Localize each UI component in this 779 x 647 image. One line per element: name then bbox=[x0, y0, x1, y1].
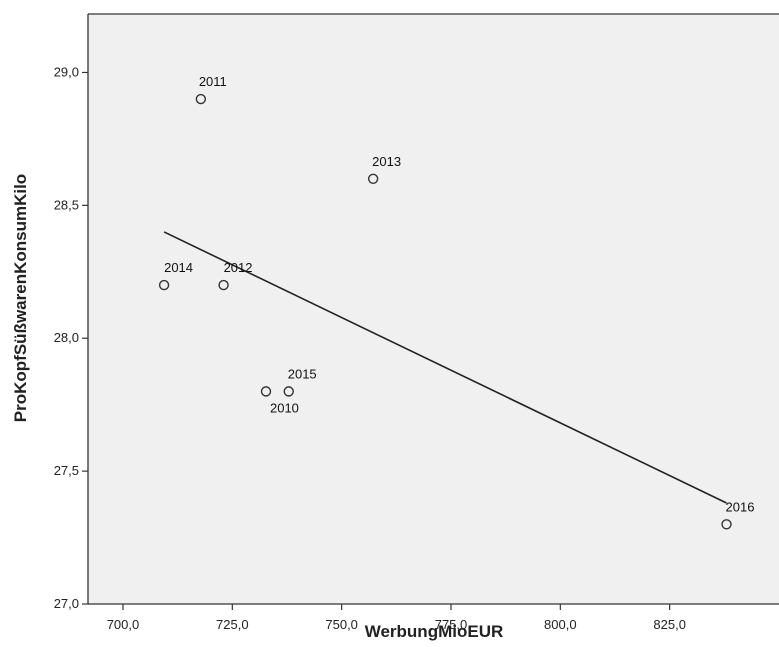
data-point-label: 2016 bbox=[726, 499, 755, 514]
points-layer: 2010 2011 2012 2013 2014 2015 2016 bbox=[158, 74, 755, 530]
x-tick-label: 825,0 bbox=[653, 617, 686, 632]
data-point bbox=[283, 386, 294, 397]
x-tick-label: 700,0 bbox=[107, 617, 140, 632]
data-point-label: 2014 bbox=[164, 260, 193, 275]
y-tick-label: 28,5 bbox=[54, 197, 79, 212]
axis-titles-layer: WerbungMioEUR ProKopfSüßwarenKonsumKilo bbox=[11, 174, 503, 641]
data-point-label: 2010 bbox=[270, 400, 299, 415]
data-point-label: 2012 bbox=[224, 260, 253, 275]
data-point bbox=[367, 173, 379, 184]
y-tick-label: 27,0 bbox=[54, 596, 79, 611]
plot-area bbox=[88, 14, 779, 604]
y-tick-label: 29,0 bbox=[54, 64, 79, 79]
y-axis-title: ProKopfSüßwarenKonsumKilo bbox=[11, 174, 30, 422]
y-tick-label: 27,5 bbox=[54, 463, 79, 478]
x-tick-label: 725,0 bbox=[216, 617, 249, 632]
y-tick-label: 28,0 bbox=[54, 330, 79, 345]
data-point bbox=[721, 519, 732, 530]
data-point-label: 2013 bbox=[372, 154, 401, 169]
fit-line bbox=[163, 231, 727, 504]
data-point-label: 2011 bbox=[199, 74, 227, 89]
data-point bbox=[158, 279, 170, 291]
axes-layer: 700,0 725,0 750,0 775,0 800,0 825,0 27,0 27,5 28… bbox=[54, 13, 779, 632]
x-tick-label: 775,0 bbox=[435, 617, 468, 632]
x-tick-label: 800,0 bbox=[544, 617, 577, 632]
data-point bbox=[260, 386, 272, 397]
fit-line-layer bbox=[163, 231, 727, 504]
data-point-label: 2015 bbox=[288, 366, 317, 381]
x-axis-title: WerbungMioEUR bbox=[365, 622, 504, 641]
data-point bbox=[195, 93, 207, 105]
x-tick-label: 750,0 bbox=[325, 617, 358, 632]
data-point bbox=[218, 279, 229, 291]
